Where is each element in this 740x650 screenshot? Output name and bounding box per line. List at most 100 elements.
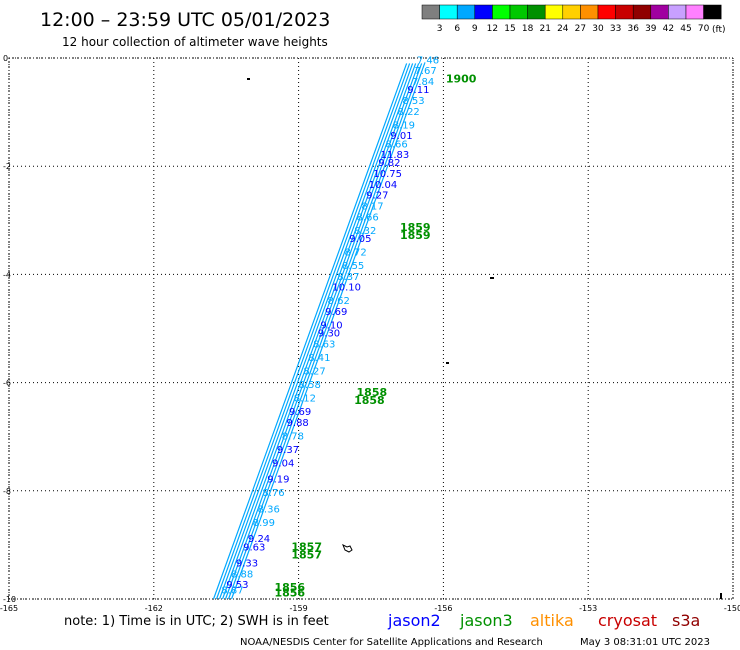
legend-label: 15 [504,24,515,34]
legend-swatch [492,4,511,20]
track-line [230,63,426,600]
satellite-name: altika [530,611,574,630]
swh-value: 8.99 [253,518,275,529]
swh-value: 8.17 [361,201,383,212]
legend-label: 45 [680,24,691,34]
pass-time-label: 1856 [274,586,305,599]
satellite-name: s3a [672,611,700,630]
swh-value: 9.05 [349,234,371,245]
swh-value: 9.63 [243,542,265,553]
latitude-label: -10 [3,595,16,604]
swh-value: 8.22 [398,107,420,118]
island-mark [247,78,250,80]
satellite-name: cryosat [598,611,657,630]
map-subtitle: 12 hour collection of altimeter wave hei… [62,35,328,49]
footer-credit: NOAA/NESDIS Center for Satellite Applica… [240,637,543,648]
legend-label: 9 [472,24,478,34]
longitude-label: -156 [434,604,452,613]
swh-value: 8.88 [231,569,253,580]
legend-swatch [421,4,440,20]
legend-swatch [544,4,564,20]
swh-value: 9.19 [267,475,289,486]
swh-value: 8.87 [221,586,243,597]
swh-value: 8.27 [303,366,325,377]
swh-value: 9.11 [407,85,429,96]
swh-value: 9.88 [287,418,309,429]
swh-value: 8.41 [308,353,330,364]
swh-value: 9.33 [236,559,258,570]
legend-swatch [703,4,722,20]
map-frame [8,57,734,600]
swh-value: 8.66 [357,212,379,223]
pass-time-label: 1857 [291,540,322,553]
swh-value: 8.12 [294,394,316,405]
track-line [212,63,408,600]
legend-label: 42 [663,24,674,34]
legend-label: 39 [645,24,657,34]
swh-value: 8.62 [328,296,350,307]
swh-value: 9.82 [378,158,400,169]
swh-value: 7.46 [417,55,439,66]
legend-label: 6 [454,24,460,34]
swh-value: 9.37 [277,445,299,456]
legend-swatch [474,4,493,20]
swh-value: 8.66 [385,139,407,150]
swh-value: 8.76 [262,488,284,499]
swh-value: 8.53 [402,96,424,107]
island-mark [720,593,722,599]
latitude-label: -4 [3,270,11,279]
swh-value: 8.19 [393,120,415,131]
legend-label: 27 [575,24,586,34]
pass-time-label: 1859 [400,229,431,242]
track-line [227,63,423,600]
satellite-name: jason2 [387,611,441,630]
legend-label: 70 [698,24,710,34]
swh-value: 9.69 [289,407,311,418]
longitude-label: -162 [145,604,163,613]
swh-value: 9.30 [318,329,340,340]
pass-time-label: 1859 [400,221,431,234]
swh-value: 9.69 [325,307,347,318]
legend-label: 21 [539,24,550,34]
legend-swatch [439,4,458,20]
legend-label: 24 [557,24,569,34]
legend-unit: (ft) [712,25,726,35]
legend-swatch [668,4,687,20]
pass-time-label: 1856 [274,581,305,594]
legend-swatch [562,4,581,20]
island-mark [342,543,353,553]
track-line [218,63,414,600]
legend-label: 12 [487,24,498,34]
swh-value: 8.78 [282,431,304,442]
footer-note: note: 1) Time is in UTC; 2) SWH is in fe… [64,614,329,629]
pass-time-label: 1858 [357,386,388,399]
legend-swatch [685,4,704,20]
legend-swatch [650,4,669,20]
swh-value: 9.27 [366,191,388,202]
swh-value: 9.04 [272,458,294,469]
latitude-label: 0 [3,54,8,63]
legend-label: 18 [522,24,534,34]
longitude-label: -153 [579,604,597,613]
longitude-label: -159 [290,604,308,613]
legend-swatch [615,4,634,20]
legend-swatch [456,4,476,20]
track-line [224,63,420,600]
island-mark [490,277,494,279]
swh-value: 10.10 [332,283,361,294]
swh-value: 8.36 [258,504,280,515]
satellite-name: jason3 [459,611,513,630]
swh-value: 8.32 [354,226,376,237]
latitude-label: -2 [3,162,11,171]
legend-swatch [580,4,599,20]
legend-label: 33 [610,24,621,34]
latitude-label: -8 [3,487,11,496]
latitude-label: -6 [3,379,11,388]
swh-value: 9.10 [320,321,342,332]
swh-value: 8.72 [344,247,366,258]
swh-value: 8.63 [313,339,335,350]
pass-time-label: 1900 [446,72,477,85]
track-line [215,63,411,600]
axis-labels: 0 -2 -4 -6 -8 -10-165 -162 -159 -156 -153 -150 [0,54,740,613]
